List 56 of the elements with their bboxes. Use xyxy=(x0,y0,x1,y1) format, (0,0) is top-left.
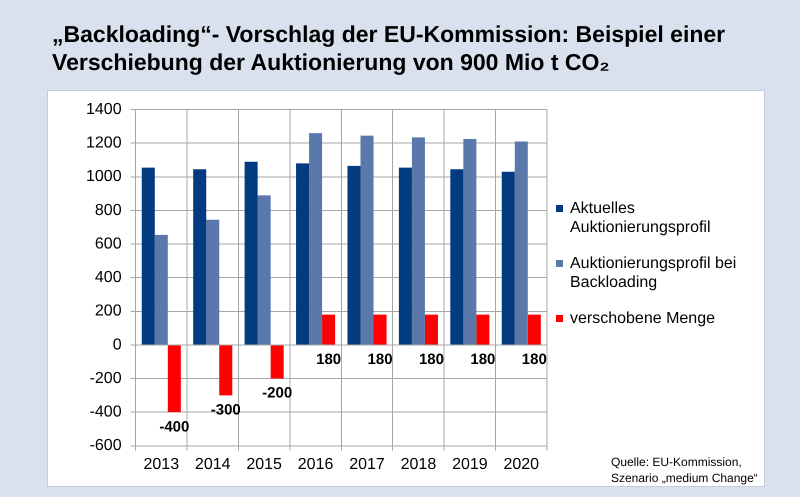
bar xyxy=(374,314,387,344)
bar xyxy=(476,314,490,344)
x-tick-label: 2018 xyxy=(400,456,436,473)
bar xyxy=(258,195,271,344)
bar xyxy=(244,162,258,344)
y-tick-label: -400 xyxy=(90,404,122,421)
y-tick-label: 200 xyxy=(94,302,122,320)
bar xyxy=(528,314,541,344)
data-label: 180 xyxy=(522,351,547,368)
y-tick-label: 400 xyxy=(94,269,122,286)
bar xyxy=(270,345,284,379)
bar xyxy=(450,169,464,344)
bar xyxy=(219,345,232,396)
y-tick-label: 1000 xyxy=(86,168,122,186)
bar xyxy=(463,139,476,344)
y-tick-label: 800 xyxy=(94,202,122,219)
chart-title: „Backloading“- Vorschlag der EU-Kommission: Beispiel einer Verschiebung der Auktionierung von 900 Mio t CO₂ xyxy=(52,20,726,76)
y-tick-label: -600 xyxy=(90,437,122,454)
bar xyxy=(193,169,206,344)
x-tick-label: 2014 xyxy=(194,456,231,473)
bar xyxy=(347,166,360,344)
y-tick-label: 0 xyxy=(112,336,122,354)
bar xyxy=(360,136,374,344)
x-tick-label: 2017 xyxy=(349,456,385,473)
bar xyxy=(322,314,336,344)
data-label: -200 xyxy=(262,384,292,402)
legend-label: Aktuelles Auktionierungsprofil xyxy=(570,199,712,237)
x-tick-label: 2013 xyxy=(144,456,180,473)
bar xyxy=(142,168,155,344)
bar xyxy=(168,345,181,412)
y-tick-label: 1400 xyxy=(86,101,122,118)
data-label: -400 xyxy=(159,418,190,436)
bar xyxy=(154,234,168,344)
legend-label: verschobene Menge xyxy=(570,309,716,328)
bar xyxy=(206,220,220,344)
x-tick-label: 2020 xyxy=(503,456,540,473)
data-label: 180 xyxy=(470,351,496,368)
bar xyxy=(412,137,425,344)
legend-label: Auktionierungsprofil bei Backloading xyxy=(570,254,738,292)
x-tick-label: 2016 xyxy=(298,456,334,473)
y-tick-label: 600 xyxy=(94,235,122,252)
y-tick-label: -200 xyxy=(90,370,122,387)
bar xyxy=(502,172,515,344)
data-label: 180 xyxy=(418,351,444,368)
bar xyxy=(296,163,310,344)
data-label: 180 xyxy=(368,351,393,368)
x-tick-label: 2015 xyxy=(246,456,282,473)
data-label: -300 xyxy=(210,402,241,419)
source-note: Quelle: EU-Kommission, Szenario „medium Change“ xyxy=(611,454,759,486)
bar xyxy=(309,133,322,344)
bar xyxy=(514,142,528,344)
data-label: 180 xyxy=(316,351,342,368)
bar xyxy=(424,314,438,344)
bar xyxy=(398,168,412,344)
x-tick-label: 2019 xyxy=(452,456,488,473)
y-tick-label: 1200 xyxy=(86,134,122,152)
